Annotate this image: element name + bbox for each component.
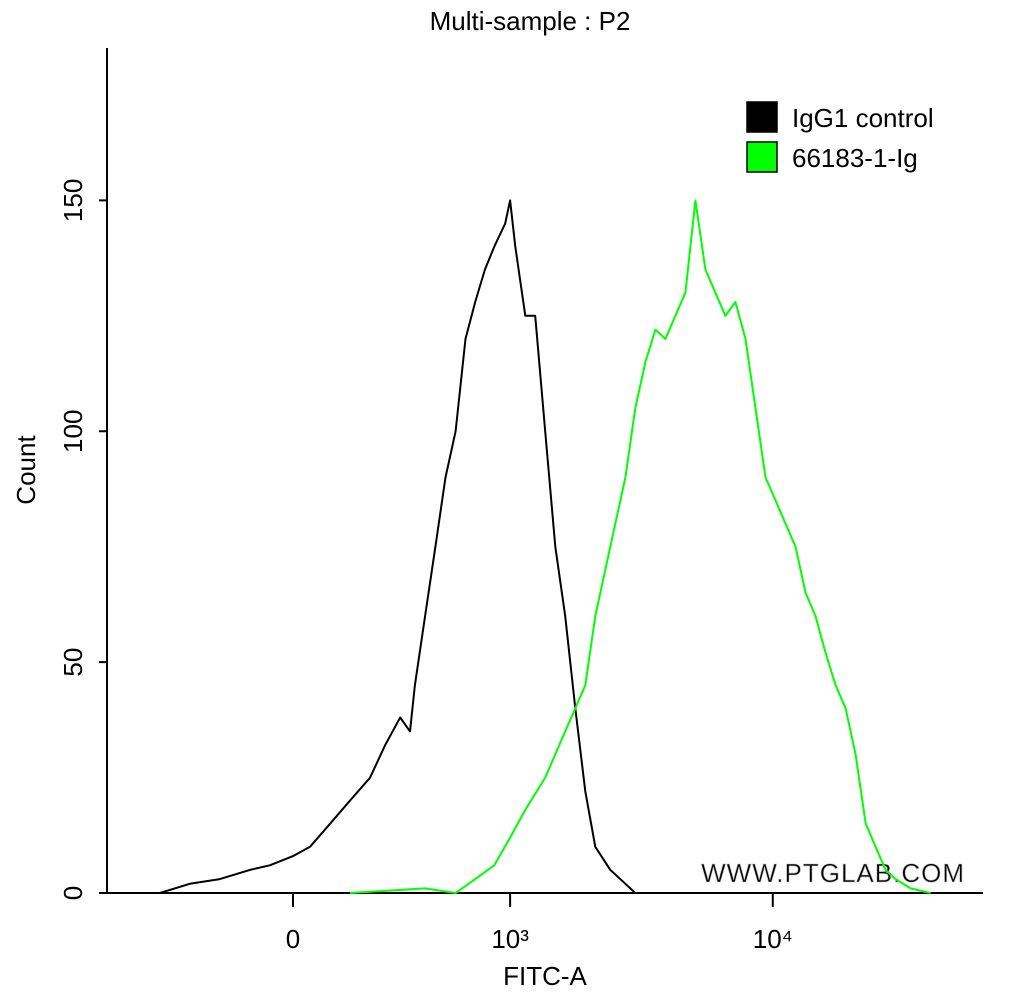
- histogram-line: [110, 199, 636, 894]
- y-tick-label: 50: [58, 648, 88, 677]
- legend-label: 66183-1-Ig: [792, 143, 918, 173]
- histogram-line: [349, 199, 931, 894]
- chart-title: Multi-sample : P2: [430, 6, 631, 36]
- x-tick-label: 0: [286, 924, 300, 954]
- y-axis-label: Count: [11, 435, 41, 505]
- legend-swatch: [746, 141, 778, 173]
- y-tick-label: 150: [58, 179, 88, 222]
- y-tick-label: 0: [58, 886, 88, 900]
- x-tick-label: 10³: [491, 924, 529, 954]
- y-tick-label: 100: [58, 410, 88, 453]
- x-axis-label: FITC-A: [503, 961, 587, 991]
- watermark: WWW.PTGLAB.COM: [701, 858, 965, 888]
- legend-label: IgG1 control: [792, 103, 934, 133]
- legend-swatch: [746, 101, 778, 133]
- x-tick-label: 10⁴: [753, 924, 793, 954]
